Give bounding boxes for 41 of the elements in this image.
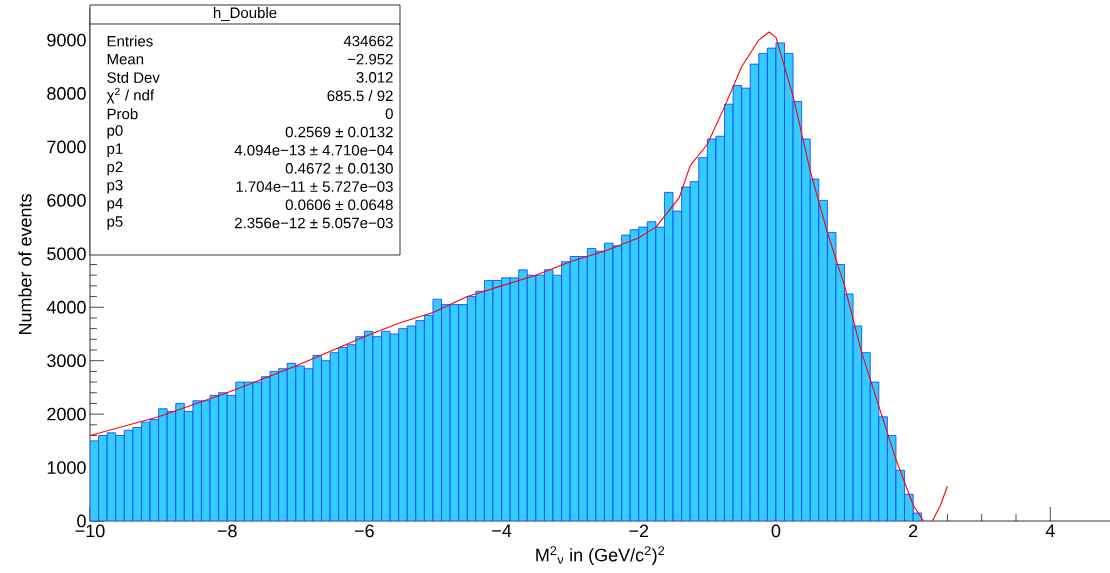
annotation: p3: [107, 179, 123, 194]
x-tick-label: −8: [217, 524, 237, 538]
annotation: 2.356e−12 ± 5.057e−03: [235, 217, 393, 229]
annotation: 0: [385, 108, 393, 120]
annotation: 0.2569 ± 0.0132: [285, 126, 393, 138]
annotation: 0.4672 ± 0.0130: [285, 163, 393, 174]
x-tick-label: 2: [909, 524, 918, 538]
y-tick-label: 4000: [46, 300, 86, 314]
y-tick-label: 7000: [47, 140, 86, 154]
y-tick-label: 1000: [47, 461, 86, 474]
y-tick-label: 9000: [47, 33, 86, 47]
annotation: 3.012: [356, 72, 393, 83]
y-tick-label: 6000: [47, 194, 86, 207]
annotation: p1: [107, 143, 123, 157]
annotation: 0.0606 ± 0.0648: [285, 199, 393, 211]
x-tick-label: −6: [355, 524, 374, 538]
x-tick-label: −2: [629, 524, 649, 538]
annotation: 4.094e−13 ± 4.710e−04: [234, 144, 393, 156]
annotation: χ$^{2}$ / ndf: [106, 87, 155, 104]
y-axis-title: Number of events: [18, 194, 32, 335]
y-tick-label: 2000: [47, 407, 86, 421]
y-tick-label: 3000: [47, 354, 86, 368]
annotation: 1.704e−11 ± 5.727e−03: [236, 181, 393, 192]
x-tick-label: 4: [1045, 524, 1055, 537]
x-axis-title: M$^{2}$$_{ν}$ in (GeV/c$^{2}$)$^{2}$: [536, 546, 665, 565]
annotation: h_Double: [213, 7, 277, 21]
x-tick-label: −4: [492, 524, 512, 537]
annotation: −2.952: [347, 53, 393, 65]
x-tick-label: 0: [771, 524, 781, 538]
annotation: Prob: [107, 108, 138, 120]
annotation: p4: [107, 198, 123, 212]
annotation: p0: [107, 125, 123, 139]
annotation: Std Dev: [107, 71, 160, 83]
y-tick-label: 8000: [47, 87, 86, 100]
annotation: Entries: [107, 35, 153, 47]
annotation: 434662: [343, 35, 393, 47]
annotation: p2: [107, 161, 123, 176]
annotation: p5: [107, 216, 123, 230]
annotation: Mean: [107, 53, 144, 65]
y-tick-label: 5000: [47, 247, 86, 261]
annotation: 685.5 / 92: [327, 90, 393, 102]
